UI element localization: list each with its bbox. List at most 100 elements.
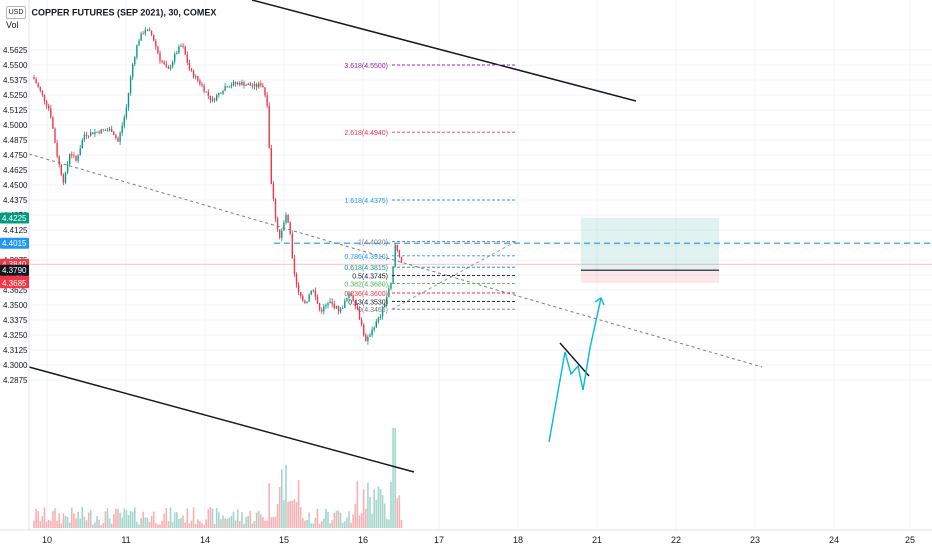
volume-bar [226, 519, 228, 528]
volume-bar [102, 523, 105, 528]
candle-body [190, 69, 193, 71]
volume-bar [299, 507, 302, 528]
candle-body [174, 53, 176, 62]
volume-bar [37, 510, 39, 528]
candle-body [367, 336, 369, 342]
volume-bar [394, 428, 396, 528]
volume-bar [236, 509, 239, 528]
candle-body [297, 284, 300, 293]
candle-body [381, 307, 384, 317]
volume-bar [47, 519, 50, 528]
candle-body [79, 148, 81, 156]
volume-bar [104, 511, 107, 528]
candle-body [323, 306, 325, 312]
volume-bar [79, 518, 81, 528]
volume-bar [87, 512, 90, 528]
volume-bar [371, 513, 373, 528]
candle-body [90, 132, 92, 136]
volume-indicator-label[interactable]: Vol [6, 20, 19, 31]
volume-bar [113, 514, 115, 528]
volume-bar [295, 501, 298, 528]
candle-body [119, 132, 121, 142]
candle-body [329, 301, 331, 304]
volume-bar [325, 508, 327, 528]
volume-bar [205, 519, 207, 528]
volume-bar [373, 489, 375, 528]
candle-body [207, 91, 209, 96]
candle-body [136, 45, 138, 58]
volume-bar [260, 514, 262, 528]
candle-body [247, 83, 249, 85]
fib-level-label: 0.13(4.3530) [348, 299, 388, 306]
candle-body [69, 154, 71, 165]
time-tick-label: 21 [592, 535, 602, 545]
price-tick-label: 4.5375 [3, 76, 28, 85]
symbol-title[interactable]: COPPER FUTURES (SEP 2021), 30, COMEX [31, 7, 217, 18]
volume-bar [386, 518, 388, 528]
price-label-box [0, 237, 29, 249]
volume-bar [190, 520, 193, 528]
pattern-line [559, 342, 590, 377]
upper-trendline [251, 0, 637, 102]
candle-body [213, 98, 216, 101]
volume-bar [283, 500, 285, 528]
candle-body [176, 52, 178, 54]
volume-bar [155, 523, 157, 528]
candle-body [115, 134, 117, 138]
volume-bar [365, 508, 367, 528]
volume-bar [218, 512, 220, 528]
volume-bar [41, 516, 44, 528]
volume-bar [276, 504, 279, 528]
candle-body [272, 183, 275, 200]
price-tick-label: 4.2875 [3, 376, 28, 385]
candle-body [45, 101, 48, 106]
volume-bar [241, 511, 243, 528]
candles [33, 26, 403, 345]
candle-body [203, 85, 205, 92]
volume-bar [251, 523, 254, 528]
volume-bar [178, 518, 180, 528]
candle-body [104, 130, 107, 131]
fib-level-label: 2.618(4.4940) [344, 130, 388, 137]
candle-body [285, 214, 287, 223]
volume-bar [304, 520, 306, 528]
candle-body [37, 83, 39, 87]
volume-bar [228, 517, 231, 528]
volume-bar [360, 513, 363, 528]
currency-icon[interactable]: USD [6, 6, 26, 20]
candle-body [165, 64, 167, 67]
candle-body [346, 298, 348, 301]
volume-bar [125, 510, 128, 528]
volume-bar [323, 518, 325, 528]
candle-body [268, 105, 270, 148]
volume-bar [56, 520, 58, 528]
volume-bar [245, 516, 247, 528]
candle-body [106, 130, 109, 132]
volume-bar [274, 516, 277, 528]
volume-bar [297, 480, 300, 528]
candle-body [157, 46, 159, 54]
candle-body [54, 128, 56, 143]
time-tick-label: 25 [905, 535, 915, 545]
candle-body [39, 86, 41, 91]
candle-body [289, 222, 291, 234]
candle-body [293, 258, 296, 275]
candle-body [377, 317, 380, 322]
volume-bar [396, 498, 399, 528]
volume-bar [119, 512, 121, 528]
candle-body [216, 95, 218, 101]
volume-bar [392, 428, 394, 528]
volume-bar [331, 520, 333, 528]
candle-body [348, 292, 350, 299]
volume-bar [287, 501, 289, 528]
volume-bar [320, 521, 323, 528]
candle-body [375, 321, 377, 328]
candle-body [228, 86, 230, 88]
volume-bar [346, 517, 348, 528]
candle-body [142, 33, 144, 35]
fib-level-label: 0.786(4.3910) [344, 254, 388, 261]
candle-body [205, 91, 207, 93]
price-label-box [0, 264, 29, 276]
volume-bar [77, 511, 79, 528]
